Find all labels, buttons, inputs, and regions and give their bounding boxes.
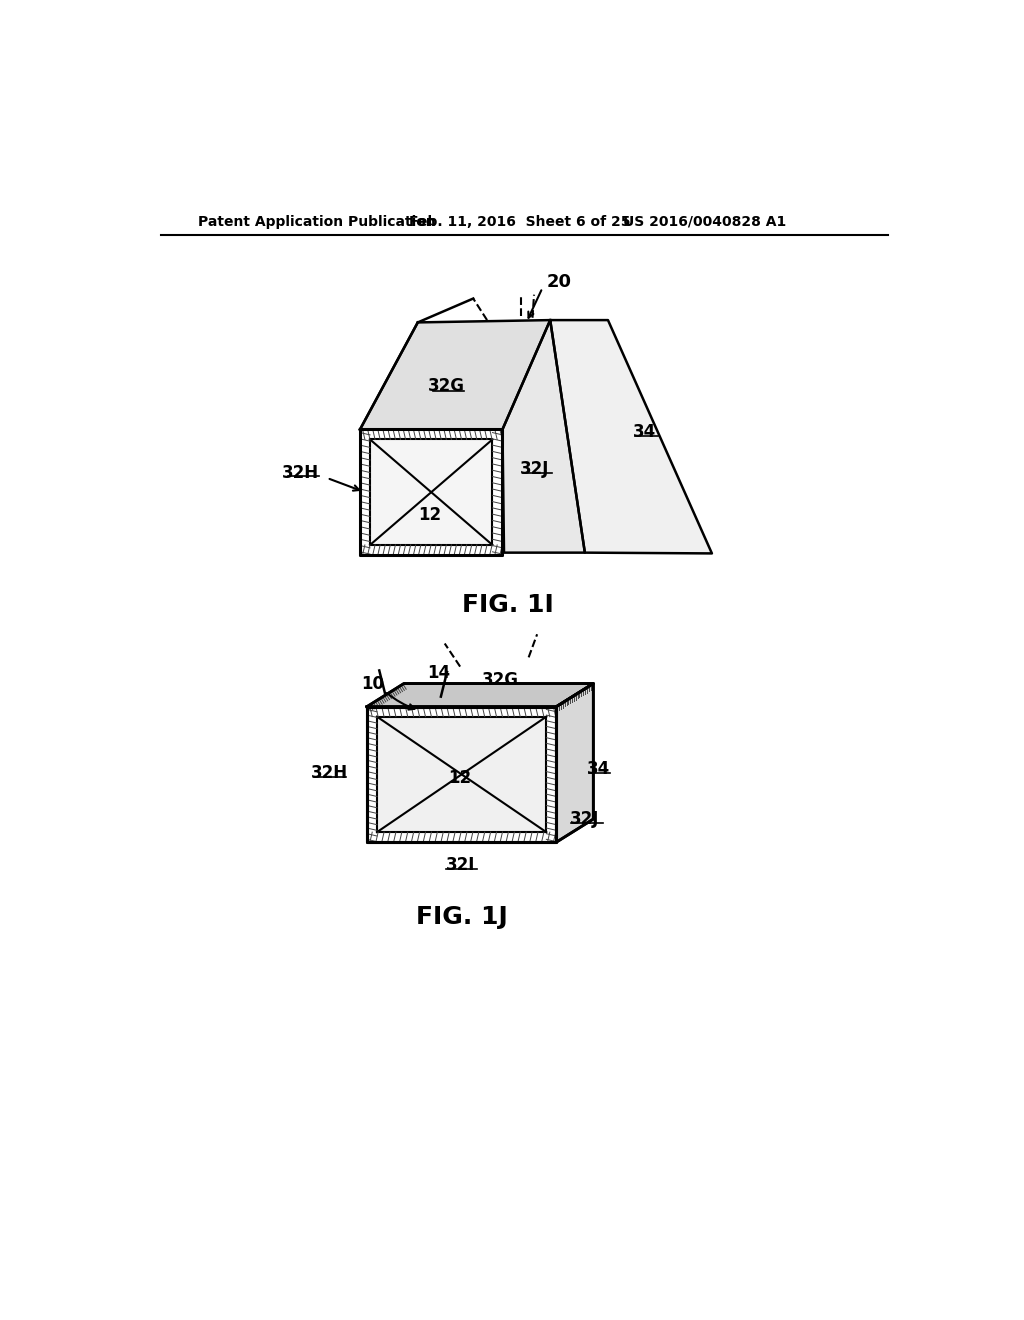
Polygon shape: [377, 717, 547, 832]
Text: 12: 12: [449, 770, 472, 787]
Text: 34: 34: [587, 760, 610, 777]
Text: 32J: 32J: [520, 459, 550, 478]
Text: 32G: 32G: [428, 376, 465, 395]
Text: 20: 20: [547, 273, 571, 290]
Polygon shape: [360, 429, 503, 554]
Text: 12: 12: [418, 506, 441, 524]
Text: Feb. 11, 2016  Sheet 6 of 25: Feb. 11, 2016 Sheet 6 of 25: [410, 215, 631, 228]
Text: US 2016/0040828 A1: US 2016/0040828 A1: [624, 215, 786, 228]
Text: 32G: 32G: [481, 672, 519, 689]
Text: FIG. 1J: FIG. 1J: [416, 904, 508, 929]
Text: Patent Application Publication: Patent Application Publication: [199, 215, 436, 228]
Text: 32H: 32H: [282, 463, 318, 482]
Text: 32J: 32J: [570, 810, 599, 828]
Polygon shape: [360, 321, 550, 429]
Text: 14: 14: [427, 664, 451, 681]
Text: 34: 34: [633, 422, 656, 441]
Polygon shape: [503, 321, 585, 553]
Text: 32I: 32I: [445, 857, 475, 874]
Text: FIG. 1I: FIG. 1I: [462, 593, 554, 616]
Polygon shape: [556, 684, 593, 842]
Text: 10: 10: [361, 675, 385, 693]
Polygon shape: [550, 321, 712, 553]
Polygon shape: [367, 706, 556, 842]
Polygon shape: [367, 684, 593, 706]
Polygon shape: [370, 440, 493, 545]
Text: 32H: 32H: [310, 764, 348, 781]
